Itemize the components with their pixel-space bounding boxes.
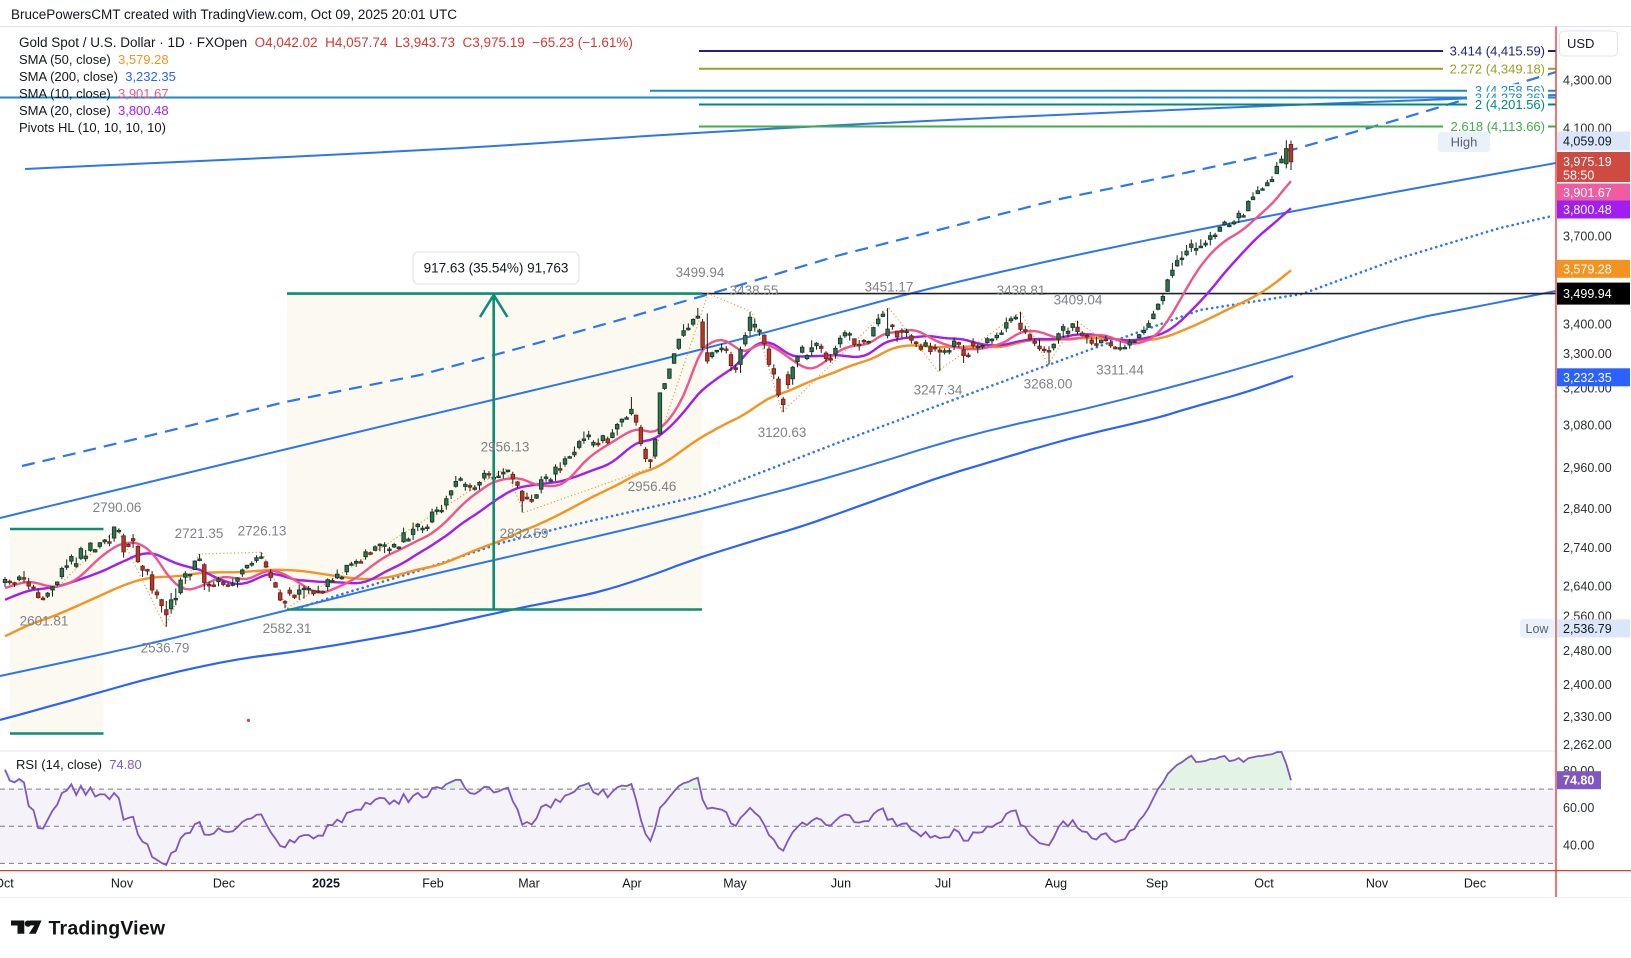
svg-text:2,262.00: 2,262.00 [1563, 738, 1612, 752]
svg-text:3,901.67: 3,901.67 [1563, 186, 1612, 200]
svg-text:SMA (200, close) 3,232.35: SMA (200, close) 3,232.35 [19, 69, 176, 84]
svg-text:BrucePowersCMT created with Tr: BrucePowersCMT created with TradingView.… [11, 7, 457, 22]
svg-text:Dec: Dec [213, 877, 235, 891]
svg-text:Gold Spot / U.S. Dollar · 1D ·: Gold Spot / U.S. Dollar · 1D · FXOpen O4… [19, 35, 633, 50]
svg-text:3,232.35: 3,232.35 [1563, 371, 1612, 385]
svg-text:Low: Low [1526, 622, 1550, 636]
svg-text:Dec: Dec [1464, 877, 1486, 891]
svg-text:3438.81: 3438.81 [997, 283, 1046, 298]
svg-text:2956.13: 2956.13 [481, 440, 530, 455]
svg-text:Oct: Oct [0, 877, 14, 891]
svg-text:Jul: Jul [935, 877, 951, 891]
svg-text:May: May [723, 877, 747, 891]
svg-text:Mar: Mar [518, 877, 540, 891]
svg-text:2,400.00: 2,400.00 [1563, 678, 1612, 692]
svg-text:2,330.00: 2,330.00 [1563, 710, 1612, 724]
svg-text:Feb: Feb [422, 877, 444, 891]
svg-text:3,700.00: 3,700.00 [1563, 230, 1612, 244]
svg-text:60.00: 60.00 [1563, 801, 1594, 815]
svg-text:RSI (14, close) 74.80: RSI (14, close) 74.80 [16, 757, 142, 772]
svg-text:SMA (20, close) 3,800.48: SMA (20, close) 3,800.48 [19, 103, 169, 118]
svg-text:Apr: Apr [622, 877, 641, 891]
svg-text:3,800.48: 3,800.48 [1563, 203, 1612, 217]
svg-text:2726.13: 2726.13 [238, 524, 287, 539]
svg-text:Oct: Oct [1254, 877, 1274, 891]
svg-text:917.63 (35.54%) 91,763: 917.63 (35.54%) 91,763 [424, 261, 569, 276]
svg-text:2,536.79: 2,536.79 [1563, 622, 1612, 636]
svg-text:3311.44: 3311.44 [1096, 363, 1144, 378]
svg-text:High: High [1451, 135, 1478, 150]
svg-text:3,400.00: 3,400.00 [1563, 317, 1612, 331]
svg-text:2025: 2025 [312, 877, 340, 891]
svg-text:SMA (10, close) 3,901.67: SMA (10, close) 3,901.67 [19, 86, 169, 101]
svg-text:2832.59: 2832.59 [500, 526, 549, 541]
svg-text:2,640.00: 2,640.00 [1563, 580, 1612, 594]
svg-text:3499.94: 3499.94 [676, 265, 725, 280]
svg-text:3,080.00: 3,080.00 [1563, 418, 1612, 432]
svg-text:TradingView: TradingView [49, 918, 166, 940]
svg-text:2601.81: 2601.81 [20, 614, 69, 629]
svg-text:2582.31: 2582.31 [263, 621, 312, 636]
svg-text:2,960.00: 2,960.00 [1563, 461, 1612, 475]
svg-text:2790.06: 2790.06 [93, 500, 142, 515]
svg-text:3268.00: 3268.00 [1024, 377, 1073, 392]
svg-text:Nov: Nov [1366, 877, 1389, 891]
svg-text:Sep: Sep [1146, 877, 1168, 891]
svg-text:3451.17: 3451.17 [865, 280, 914, 295]
svg-text:74.80: 74.80 [1563, 774, 1594, 788]
svg-text:3438.55: 3438.55 [730, 283, 779, 298]
svg-text:2.272 (4,349.18): 2.272 (4,349.18) [1450, 61, 1545, 76]
svg-text:4,300.00: 4,300.00 [1563, 74, 1612, 88]
svg-text:3409.04: 3409.04 [1054, 293, 1103, 308]
svg-text:2,740.00: 2,740.00 [1563, 541, 1612, 555]
svg-text:58:50: 58:50 [1563, 169, 1594, 183]
svg-text:2536.79: 2536.79 [141, 641, 190, 656]
svg-text:4,059.09: 4,059.09 [1563, 135, 1612, 149]
svg-text:3,975.19: 3,975.19 [1563, 155, 1612, 169]
svg-text:2,840.00: 2,840.00 [1563, 502, 1612, 516]
svg-text:Aug: Aug [1045, 877, 1067, 891]
svg-text:Jun: Jun [831, 877, 851, 891]
svg-text:SMA (50, close) 3,579.28: SMA (50, close) 3,579.28 [19, 52, 169, 67]
svg-text:2 (4,201.56): 2 (4,201.56) [1475, 97, 1545, 112]
svg-text:3,300.00: 3,300.00 [1563, 347, 1612, 361]
svg-text:3.414 (4,415.59): 3.414 (4,415.59) [1450, 44, 1545, 59]
svg-text:Pivots HL (10, 10, 10, 10): Pivots HL (10, 10, 10, 10) [19, 120, 166, 135]
svg-text:3247.34: 3247.34 [914, 383, 963, 398]
svg-text:USD: USD [1567, 36, 1594, 51]
svg-text:40.00: 40.00 [1563, 838, 1594, 852]
svg-text:3120.63: 3120.63 [758, 425, 807, 440]
svg-text:Nov: Nov [111, 877, 134, 891]
svg-text:2,480.00: 2,480.00 [1563, 644, 1612, 658]
svg-text:2721.35: 2721.35 [175, 526, 224, 541]
svg-text:2956.46: 2956.46 [628, 479, 677, 494]
svg-text:3,579.28: 3,579.28 [1563, 262, 1612, 276]
svg-text:2.618 (4,113.66): 2.618 (4,113.66) [1451, 119, 1545, 134]
svg-text:3,499.94: 3,499.94 [1563, 287, 1612, 301]
